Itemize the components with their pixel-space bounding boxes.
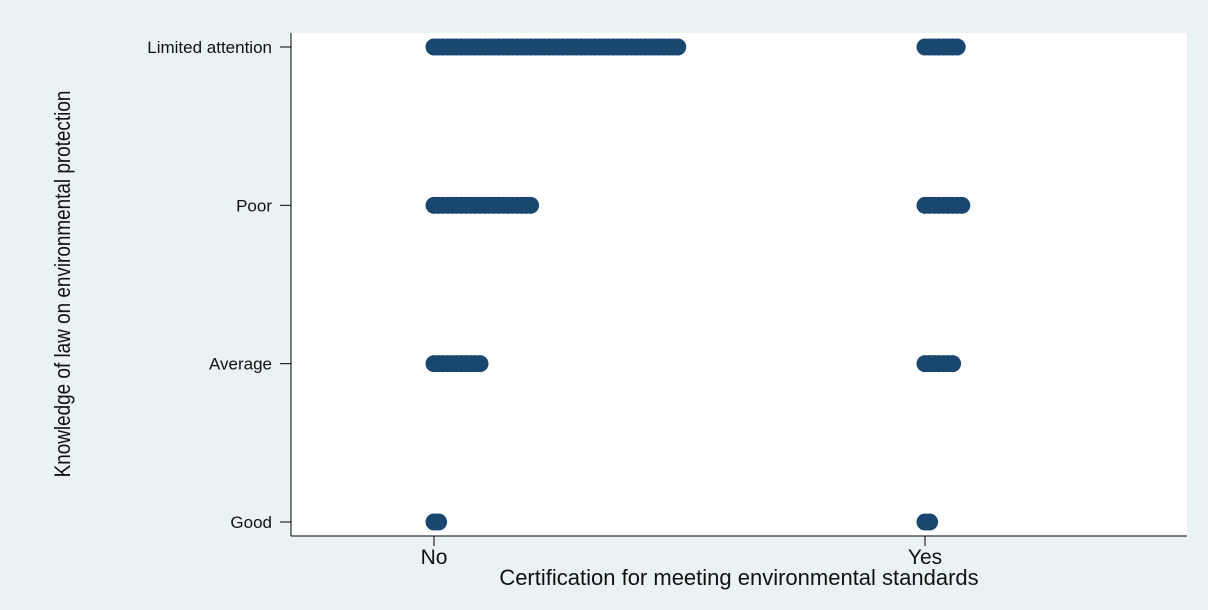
data-point	[948, 38, 966, 56]
data-point-group	[916, 355, 962, 373]
data-point-group	[425, 513, 448, 531]
data-point	[921, 513, 939, 531]
y-tick-label: Good	[230, 513, 272, 532]
x-tick-label: Yes	[908, 546, 942, 569]
y-axis-title: Knowledge of law on environmental protec…	[51, 91, 76, 478]
data-point-group	[916, 513, 939, 531]
data-point-group	[916, 38, 966, 56]
data-point-group	[425, 38, 687, 56]
data-point-group	[425, 196, 540, 214]
x-axis-title: Certification for meeting environmental …	[499, 565, 978, 590]
data-point	[430, 513, 448, 531]
data-point	[944, 355, 962, 373]
data-point-group	[916, 196, 971, 214]
y-tick-label: Limited attention	[147, 38, 272, 57]
data-point	[953, 196, 971, 214]
data-point	[669, 38, 687, 56]
y-tick-label: Average	[209, 355, 272, 374]
data-point-group	[425, 355, 489, 373]
y-tick-label: Poor	[236, 196, 272, 215]
x-tick-label: No	[421, 546, 448, 569]
data-point	[471, 355, 489, 373]
data-point	[522, 196, 540, 214]
plot-area	[291, 33, 1187, 536]
